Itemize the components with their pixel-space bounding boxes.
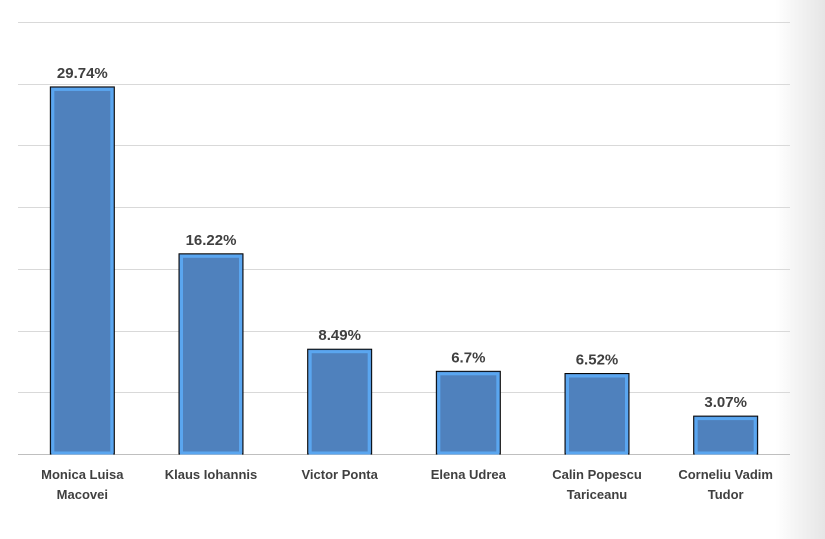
category-label-line: Tudor [708,487,744,502]
data-label: 6.7% [451,349,485,366]
bar-highlight [694,417,757,455]
category-label-line: Elena Udrea [431,467,507,482]
category-label-line: Corneliu Vadim [678,467,773,482]
category-label: Monica Luisa Macovei [41,467,124,502]
bar [693,415,759,455]
category-labels: Monica Luisa Macovei Klaus Iohannis Victor … [41,467,773,502]
category-label-line: Victor Ponta [301,467,378,482]
gridlines [18,22,790,455]
category-label-line: Calin Popescu [552,467,642,482]
data-labels: 29.74% 16.22% 8.49% 6.7% 6.52% 3.07% [57,65,747,411]
bar [435,370,501,455]
category-label: Calin Popescu Tariceanu [552,467,642,502]
category-label-line: Tariceanu [567,487,628,502]
bar-highlight [308,350,371,455]
bar-highlight [566,374,628,455]
category-label: Corneliu Vadim Tudor [678,467,773,502]
bar [49,86,115,455]
bar [564,373,630,455]
bar [307,348,373,455]
bar-highlight [180,254,242,455]
bar [178,253,244,455]
bar-highlight [437,372,500,455]
data-label: 3.07% [704,394,747,411]
category-label-line: Macovei [57,487,108,502]
category-label-line: Klaus Iohannis [165,467,257,482]
bars [49,86,759,455]
data-label: 29.74% [57,65,108,82]
data-label: 16.22% [186,232,237,249]
category-label: Klaus Iohannis [165,467,257,482]
bar-highlight [51,87,114,455]
data-label: 8.49% [318,327,361,344]
category-label-line: Monica Luisa [41,467,124,482]
category-label: Victor Ponta [301,467,378,482]
data-label: 6.52% [576,352,619,369]
category-label: Elena Udrea [431,467,507,482]
